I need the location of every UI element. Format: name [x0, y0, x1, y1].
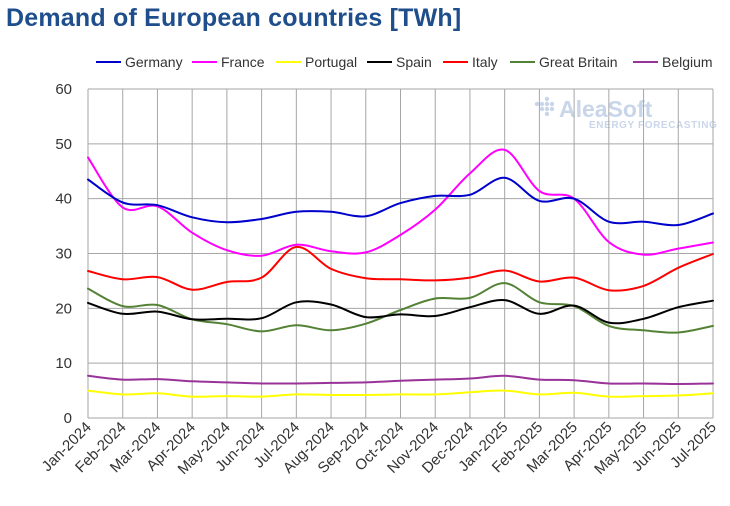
- logo-dot: [539, 101, 545, 107]
- legend-item-portugal: Portugal: [276, 54, 357, 70]
- y-tick-label: 50: [55, 136, 72, 153]
- legend-label: Italy: [472, 54, 498, 70]
- logo-dot: [534, 101, 540, 107]
- x-axis-ticks: Jan-2024Feb-2024Mar-2024Apr-2024May-2024…: [39, 419, 720, 478]
- legend-label: Spain: [396, 54, 432, 70]
- legend-item-belgium: Belgium: [633, 54, 713, 70]
- watermark-brand: AleaSoft: [559, 96, 653, 122]
- series-line-spain: [87, 298, 714, 325]
- legend: Germany France Portugal Spain Italy Great Bri…: [96, 54, 713, 70]
- series-line-portugal: [87, 389, 714, 398]
- watermark: AleaSoft ENERGY FORECASTING: [534, 96, 717, 131]
- series-line-belgium: [87, 374, 714, 385]
- legend-label: Portugal: [305, 54, 357, 70]
- y-tick-label: 10: [55, 355, 72, 372]
- legend-item-great-britain: Great Britain: [510, 54, 618, 70]
- legend-item-italy: Italy: [443, 54, 498, 70]
- legend-label: Belgium: [662, 54, 713, 70]
- series-line-france: [87, 148, 714, 257]
- chart-title: Demand of European countries [TWh]: [6, 4, 462, 32]
- series-line-germany: [87, 176, 714, 227]
- y-tick-label: 40: [55, 191, 72, 208]
- aleasoft-logo-icon: [534, 96, 555, 117]
- logo-dot: [544, 106, 550, 112]
- logo-dot: [549, 101, 555, 107]
- y-tick-label: 0: [64, 410, 72, 427]
- logo-dot: [539, 106, 545, 112]
- logo-dot: [544, 111, 550, 117]
- legend-item-spain: Spain: [367, 54, 432, 70]
- y-tick-label: 60: [55, 81, 72, 98]
- logo-dot: [544, 101, 550, 107]
- logo-dot: [549, 106, 555, 112]
- logo-dot: [544, 96, 550, 102]
- legend-label: France: [221, 54, 265, 70]
- y-tick-label: 20: [55, 300, 72, 317]
- legend-label: Great Britain: [539, 54, 618, 70]
- legend-label: Germany: [125, 54, 183, 70]
- legend-item-germany: Germany: [96, 54, 183, 70]
- grid: [87, 88, 714, 419]
- legend-item-france: France: [192, 54, 265, 70]
- y-axis-ticks: 0 10 20 30 40 50 60: [55, 81, 72, 427]
- watermark-tagline: ENERGY FORECASTING: [589, 120, 717, 131]
- series-lines: [87, 148, 714, 398]
- y-tick-label: 30: [55, 246, 72, 263]
- series-line-italy: [87, 245, 714, 292]
